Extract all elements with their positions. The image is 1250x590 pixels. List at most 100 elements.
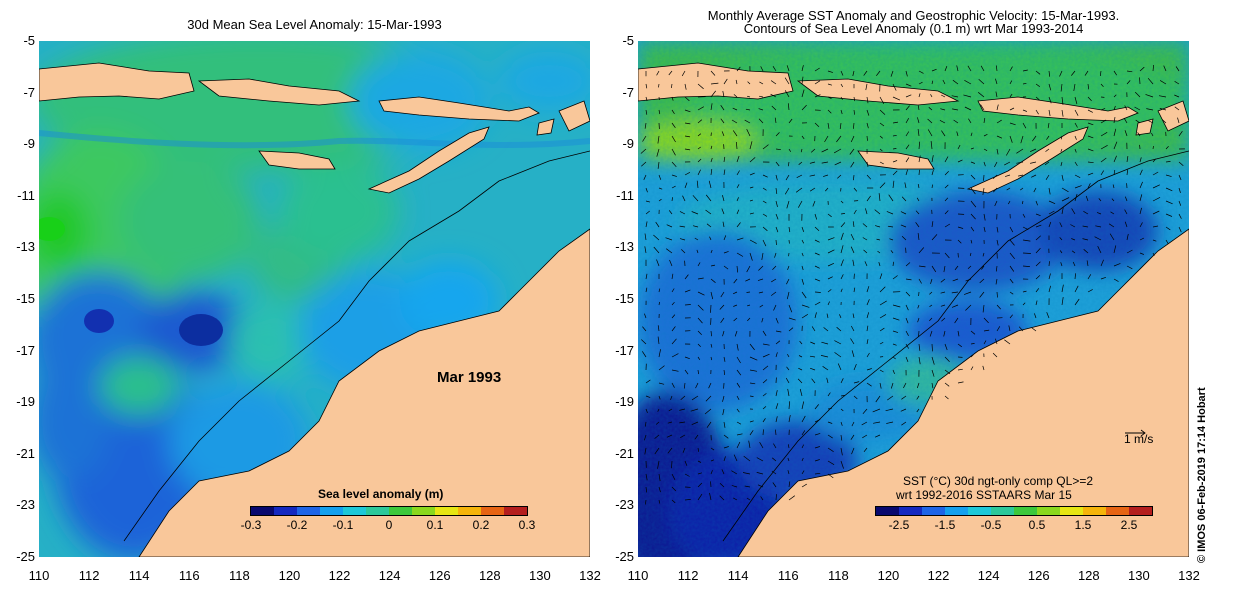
velocity-vector	[837, 363, 842, 371]
velocity-vector	[696, 249, 699, 254]
velocity-scale-arrow	[1125, 429, 1146, 437]
longitude-tick-label: 126	[428, 568, 451, 583]
velocity-vector	[879, 161, 884, 165]
velocity-vector	[1137, 132, 1141, 137]
velocity-vector	[887, 225, 894, 228]
velocity-vector	[1100, 119, 1107, 124]
velocity-vector	[833, 148, 842, 154]
velocity-vector	[748, 440, 751, 449]
velocity-vector	[1009, 314, 1013, 319]
velocity-vector	[892, 330, 899, 333]
velocity-vector	[668, 70, 673, 76]
velocity-vector	[749, 172, 755, 176]
velocity-vector	[684, 274, 689, 280]
velocity-vector	[723, 369, 726, 376]
velocity-vector	[827, 249, 835, 254]
velocity-vector	[840, 213, 846, 215]
velocity-vector	[1009, 291, 1014, 295]
latitude-tick-label: -7	[622, 84, 634, 100]
velocity-vector	[850, 246, 855, 254]
velocity-vector	[775, 317, 779, 324]
velocity-vector	[814, 419, 821, 423]
velocity-vector	[1178, 226, 1182, 233]
velocity-vector	[655, 221, 660, 228]
colorbar-swatch	[1129, 507, 1152, 515]
sla-land	[39, 62, 590, 557]
velocity-vector	[788, 226, 791, 233]
velocity-vector	[658, 365, 665, 371]
velocity-vector	[866, 299, 870, 306]
velocity-vector	[658, 382, 665, 385]
velocity-vector	[775, 213, 779, 220]
velocity-vector	[697, 317, 703, 324]
velocity-vector	[951, 95, 959, 98]
velocity-vector	[696, 180, 699, 189]
velocity-vector	[1074, 135, 1077, 140]
velocity-vector	[681, 70, 686, 77]
velocity-vector	[929, 304, 933, 307]
velocity-vector	[930, 94, 933, 98]
velocity-vector	[852, 70, 855, 77]
velocity-scale-label: 1 m/s	[1124, 432, 1154, 446]
velocity-vector	[684, 148, 691, 151]
velocity-vector	[1029, 148, 1037, 153]
velocity-vector	[706, 223, 712, 228]
velocity-vector	[775, 390, 778, 397]
velocity-vector	[879, 109, 886, 115]
velocity-vector	[890, 250, 894, 254]
velocity-vector	[1060, 148, 1063, 152]
velocity-vector	[839, 122, 842, 130]
velocity-vector	[967, 65, 972, 72]
colorbar-tick-label: 0	[385, 518, 393, 532]
velocity-vector	[640, 148, 647, 154]
velocity-vector	[657, 161, 660, 169]
velocity-vector	[866, 96, 869, 104]
velocity-vector	[917, 317, 920, 323]
velocity-vector	[892, 343, 897, 346]
velocity-vector	[1035, 213, 1041, 217]
velocity-vector	[890, 382, 894, 389]
velocity-vector	[720, 317, 725, 324]
velocity-vector	[1087, 274, 1092, 280]
velocity-vector	[840, 96, 843, 100]
velocity-vector	[852, 221, 855, 228]
velocity-vector	[970, 132, 973, 137]
velocity-vector	[801, 104, 807, 111]
velocity-vector	[757, 278, 764, 281]
australia-mainland	[138, 228, 590, 557]
velocity-vector	[944, 395, 949, 400]
velocity-vector	[952, 79, 959, 85]
velocity-vector	[667, 421, 673, 424]
velocity-vector	[885, 408, 894, 412]
velocity-vector	[671, 486, 677, 492]
velocity-vector	[873, 421, 881, 424]
latitude-tick-label: -5	[622, 33, 634, 48]
velocity-vector	[980, 104, 985, 111]
velocity-vector	[1126, 156, 1129, 163]
velocity-vector	[1152, 252, 1155, 256]
velocity-vector	[1152, 158, 1156, 163]
longitude-tick-label: 130	[529, 568, 551, 583]
velocity-vector	[916, 197, 920, 202]
latitude-tick-label: -13	[16, 239, 35, 255]
velocity-vector	[1112, 184, 1115, 189]
velocity-vector	[762, 418, 766, 423]
velocity-vector	[749, 369, 758, 372]
velocity-vector	[809, 161, 816, 164]
velocity-vector	[809, 367, 816, 371]
velocity-vector	[654, 447, 660, 455]
velocity-vector	[916, 408, 920, 413]
latitude-tick-label: -9	[622, 136, 634, 152]
velocity-vector	[695, 382, 699, 389]
velocity-vector	[749, 186, 754, 189]
sla-low-eddy	[179, 314, 223, 346]
velocity-vector	[918, 155, 921, 163]
velocity-vector	[905, 94, 912, 98]
velocity-vector	[861, 421, 868, 426]
velocity-vector	[788, 317, 796, 321]
velocity-vector	[875, 395, 881, 403]
velocity-vector	[704, 408, 712, 415]
velocity-vector	[827, 237, 835, 241]
velocity-vector	[787, 265, 790, 271]
velocity-vector	[834, 340, 842, 345]
